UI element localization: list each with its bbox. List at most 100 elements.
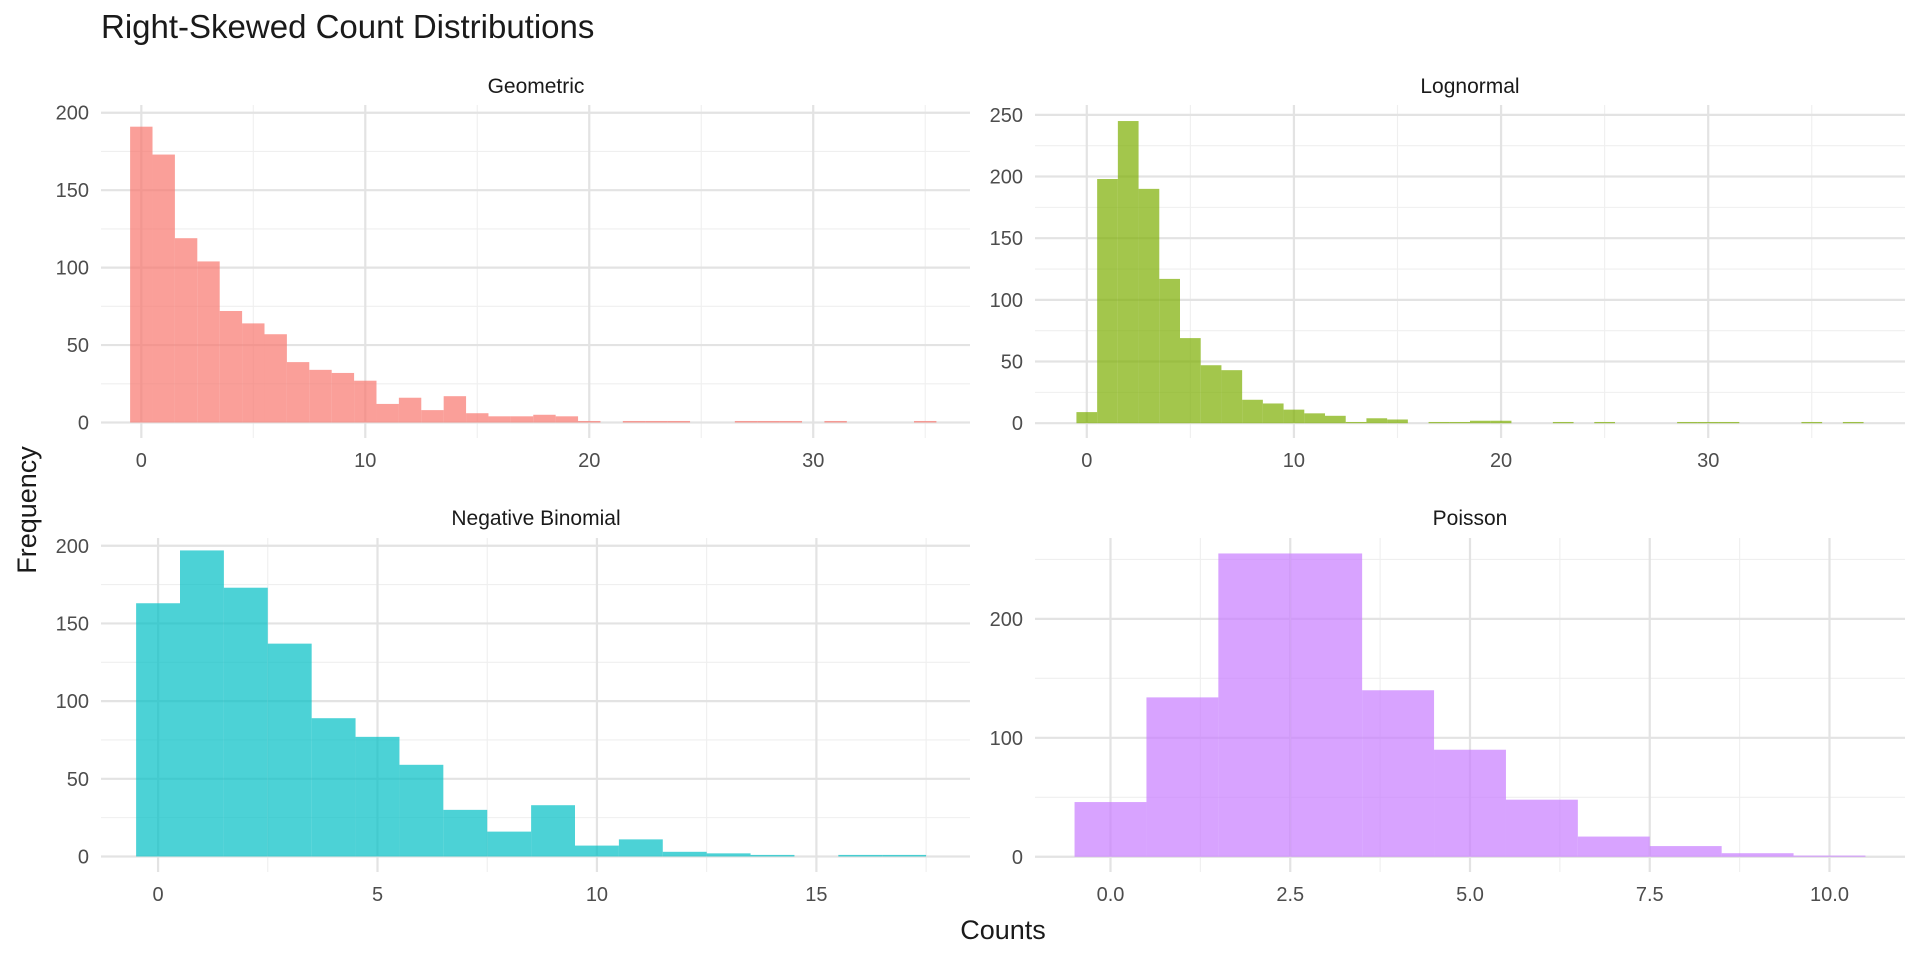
chart-title: Right-Skewed Count Distributions [101, 8, 594, 45]
histogram-bar [1262, 403, 1284, 424]
histogram-bar [1552, 421, 1574, 424]
histogram-bar [1428, 421, 1450, 424]
x-tick-label: 10 [586, 884, 608, 906]
y-tick-label: 100 [990, 728, 1023, 750]
histogram-bar [311, 718, 356, 857]
histogram-bar [1159, 278, 1180, 424]
histogram-bar [1366, 418, 1388, 424]
histogram-bar [443, 396, 467, 423]
histogram-bar [174, 238, 198, 423]
y-tick-label: 100 [990, 290, 1023, 312]
histogram-bar [421, 410, 444, 423]
histogram-bar [219, 310, 243, 423]
x-tick-label: 20 [1490, 450, 1512, 472]
histogram-bar [1076, 412, 1098, 424]
histogram-bar [578, 420, 601, 423]
histogram-bar [1325, 415, 1346, 424]
tick-labels: 0 10 20 30 0 50 100 150 200 250 [990, 105, 1720, 472]
histogram-bar [1146, 697, 1219, 857]
facet-strip-geometric: Geometric [488, 75, 585, 98]
x-tick-label: 5.0 [1456, 884, 1484, 906]
facet-strip-lognormal: Lognormal [1420, 75, 1519, 98]
tick-labels: 0 10 20 30 0 50 100 150 200 [56, 103, 825, 472]
histogram-bar [223, 587, 268, 857]
y-tick-label: 100 [56, 258, 89, 280]
panel-poisson: Poisson 0.0 2.5 5.0 7.5 10.0 0 100 200 [990, 507, 1905, 906]
histogram-bar [1718, 421, 1740, 424]
facet-strip-poisson: Poisson [1433, 507, 1508, 530]
histogram-bar [487, 831, 532, 857]
histogram-bar [354, 380, 377, 423]
histogram-bar [1283, 409, 1305, 424]
histogram-bar [267, 643, 312, 857]
x-tick-label: 10.0 [1810, 884, 1849, 906]
histogram-bar [1649, 846, 1722, 857]
histogram-bar [1594, 421, 1615, 424]
histogram-bar [706, 853, 751, 857]
histogram-bars [1074, 553, 1866, 857]
y-tick-label: 200 [56, 103, 89, 125]
y-tick-label: 50 [67, 769, 89, 791]
y-axis-title: Frequency [12, 446, 42, 574]
histogram-bar [1490, 420, 1512, 424]
y-tick-label: 150 [56, 613, 89, 635]
tick-labels: 0.0 2.5 5.0 7.5 10.0 0 100 200 [990, 609, 1849, 906]
x-tick-label: 7.5 [1636, 884, 1664, 906]
x-tick-label: 15 [805, 884, 827, 906]
histogram-bar [1577, 836, 1650, 857]
histogram-bar [734, 420, 758, 423]
histogram-bar [1449, 421, 1470, 424]
y-tick-label: 150 [990, 228, 1023, 250]
histogram-bar [1505, 799, 1578, 857]
histogram-bar [1074, 802, 1147, 857]
x-tick-label: 0 [152, 884, 163, 906]
histogram-bar [1290, 553, 1363, 857]
histogram-bar [376, 403, 399, 423]
histogram-bar [1801, 421, 1823, 424]
y-tick-label: 200 [990, 167, 1023, 189]
gridlines [1035, 105, 1905, 438]
histogram-bar [750, 854, 795, 857]
y-tick-label: 50 [1001, 352, 1023, 374]
histogram-bar [1793, 855, 1866, 857]
histogram-bar [533, 414, 556, 423]
histogram-bar [882, 854, 927, 857]
histogram-bar [914, 420, 937, 423]
histogram-bar [1434, 749, 1506, 857]
histogram-bar [1097, 179, 1118, 424]
histogram-bar [488, 416, 511, 423]
y-tick-label: 200 [990, 609, 1023, 631]
histogram-bar [1470, 420, 1491, 424]
x-tick-label: 0.0 [1097, 884, 1125, 906]
histogram-bar [618, 839, 663, 857]
x-tick-label: 0 [136, 450, 147, 472]
histogram-bar [1218, 553, 1291, 857]
histogram-bar [1387, 419, 1408, 424]
y-tick-label: 100 [56, 691, 89, 713]
panel-lognormal: Lognormal 0 10 20 30 0 50 100 150 200 250 [990, 75, 1905, 472]
x-tick-label: 10 [1283, 450, 1305, 472]
histogram-bar [1242, 399, 1263, 424]
y-tick-label: 50 [67, 335, 89, 357]
histogram-bar [1138, 188, 1160, 424]
histogram-bar [779, 420, 803, 423]
panel-geometric: Geometric 0 10 20 30 0 50 100 150 200 [56, 75, 970, 472]
histogram-bar [152, 154, 175, 423]
histogram-bar [667, 420, 691, 423]
y-tick-label: 200 [56, 536, 89, 558]
histogram-bar [1180, 338, 1201, 424]
histogram-bar [1677, 421, 1698, 424]
histogram-bar [645, 420, 668, 423]
facet-strip-negative-binomial: Negative Binomial [451, 507, 620, 530]
histogram-bar [1304, 413, 1325, 424]
x-tick-label: 5 [372, 884, 383, 906]
histogram-bars [1076, 121, 1864, 424]
histogram-bar [1345, 421, 1367, 424]
histogram-bar [1221, 370, 1243, 424]
histogram-bar [531, 805, 575, 857]
x-tick-label: 30 [802, 450, 824, 472]
histogram-bar [180, 550, 224, 857]
histogram-bar [1721, 853, 1794, 857]
